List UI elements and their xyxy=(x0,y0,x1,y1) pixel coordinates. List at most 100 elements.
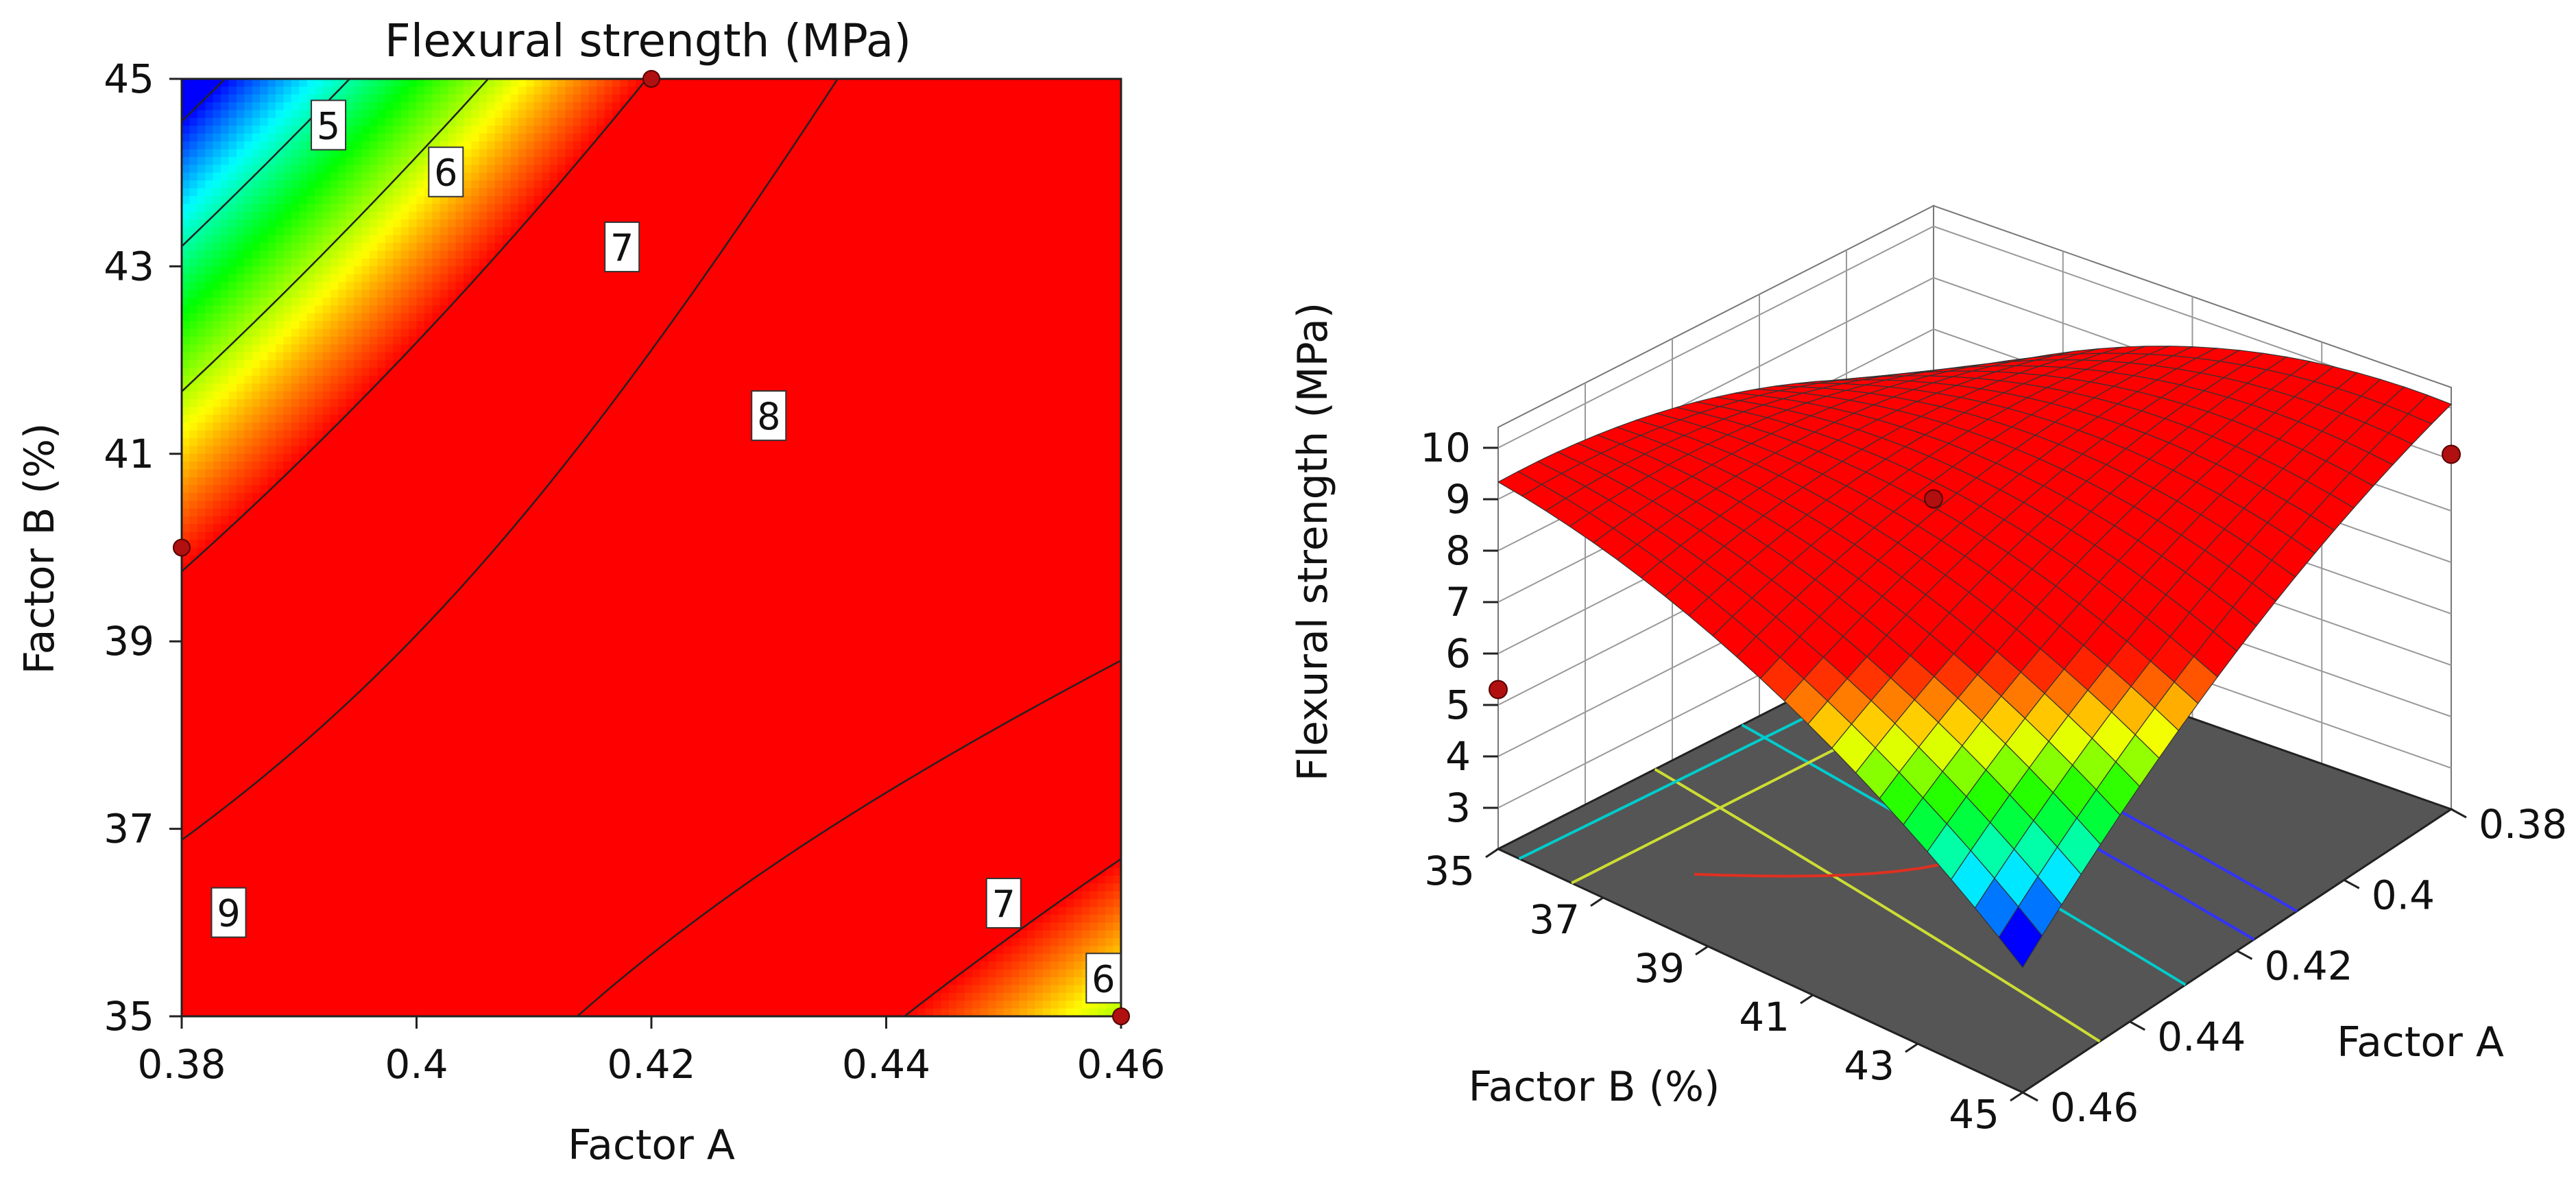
heatmap-cell xyxy=(221,828,230,837)
heatmap-cell xyxy=(276,961,285,970)
heatmap-cell xyxy=(416,79,425,88)
heatmap-cell xyxy=(260,204,269,213)
heatmap-cell xyxy=(330,336,339,346)
heatmap-cell xyxy=(432,907,441,915)
heatmap-cell xyxy=(503,336,511,346)
heatmap-cell xyxy=(221,94,230,103)
heatmap-cell xyxy=(182,188,191,197)
heatmap-cell xyxy=(455,727,464,736)
heatmap-cell xyxy=(205,172,214,181)
heatmap-cell xyxy=(182,1008,191,1016)
heatmap-cell xyxy=(252,501,261,510)
heatmap-cell xyxy=(236,305,245,314)
heatmap-cell xyxy=(400,430,409,439)
heatmap-cell xyxy=(464,727,472,736)
heatmap-cell xyxy=(213,289,221,298)
heatmap-cell xyxy=(503,571,511,579)
heatmap-cell xyxy=(448,313,457,322)
heatmap-cell xyxy=(221,274,230,283)
heatmap-cell xyxy=(354,305,363,314)
heatmap-cell xyxy=(221,789,230,798)
heatmap-cell xyxy=(299,282,308,291)
heatmap-cell xyxy=(276,94,285,103)
heatmap-cell xyxy=(346,961,354,970)
heatmap-cell xyxy=(370,656,378,666)
heatmap-cell xyxy=(377,195,386,205)
heatmap-cell xyxy=(503,313,511,322)
heatmap-cell xyxy=(432,555,441,564)
heatmap-cell xyxy=(361,672,370,681)
heatmap-cell xyxy=(377,899,386,908)
heatmap-cell xyxy=(361,110,370,119)
heatmap-cell xyxy=(330,391,339,400)
heatmap-cell xyxy=(205,813,214,822)
heatmap-cell xyxy=(487,462,496,470)
heatmap-cell xyxy=(189,430,198,439)
heatmap-cell xyxy=(346,704,354,713)
heatmap-cell xyxy=(299,938,308,947)
heatmap-cell xyxy=(471,282,480,291)
heatmap-cell xyxy=(440,250,448,259)
heatmap-cell xyxy=(197,571,206,579)
heatmap-cell xyxy=(503,165,511,173)
heatmap-cell xyxy=(385,110,394,119)
heatmap-cell xyxy=(276,305,285,314)
heatmap-cell xyxy=(487,86,496,95)
heatmap-cell xyxy=(205,469,214,478)
heatmap-cell xyxy=(283,165,292,173)
heatmap-cell xyxy=(197,141,206,150)
heatmap-cell xyxy=(197,828,206,837)
heatmap-cell xyxy=(361,586,370,595)
heatmap-cell xyxy=(228,743,237,752)
heatmap-cell xyxy=(283,235,292,244)
heatmap-cell xyxy=(370,414,378,424)
heatmap-cell xyxy=(416,860,425,869)
heatmap-cell xyxy=(432,274,441,283)
heatmap-cell xyxy=(471,743,480,752)
heatmap-cell xyxy=(448,813,457,822)
heatmap-cell xyxy=(236,665,245,673)
heatmap-cell xyxy=(464,383,472,392)
heatmap-cell xyxy=(221,235,230,244)
heatmap-cell xyxy=(228,547,237,556)
heatmap-cell xyxy=(416,688,425,697)
heatmap-cell xyxy=(244,571,253,579)
heatmap-cell xyxy=(385,289,394,298)
heatmap-cell xyxy=(409,297,418,307)
heatmap-cell xyxy=(189,782,198,791)
heatmap-cell xyxy=(494,586,503,595)
heatmap-cell xyxy=(189,758,198,767)
heatmap-cell xyxy=(252,656,261,666)
heatmap-cell xyxy=(197,501,206,510)
heatmap-cell xyxy=(409,579,418,588)
heatmap-cell xyxy=(306,665,315,673)
heatmap-cell xyxy=(385,961,394,970)
heatmap-cell xyxy=(409,117,418,127)
heatmap-cell xyxy=(385,665,394,673)
heatmap-cell xyxy=(361,727,370,736)
heatmap-cell xyxy=(267,953,276,963)
heatmap-cell xyxy=(291,360,300,369)
heatmap-cell xyxy=(189,953,198,963)
heatmap-cell xyxy=(315,727,324,736)
heatmap-cell xyxy=(189,297,198,307)
heatmap-cell xyxy=(276,86,285,95)
heatmap-cell xyxy=(228,594,237,603)
heatmap-cell xyxy=(291,946,300,955)
heatmap-cell xyxy=(306,641,315,650)
heatmap-cell xyxy=(283,867,292,876)
heatmap-cell xyxy=(464,899,472,908)
heatmap-cell xyxy=(370,446,378,455)
heatmap-cell xyxy=(361,117,370,127)
heatmap-cell xyxy=(306,469,315,478)
heatmap-cell xyxy=(228,328,237,337)
heatmap-cell xyxy=(346,195,354,205)
heatmap-cell xyxy=(291,563,300,572)
heatmap-cell xyxy=(416,695,425,705)
heatmap-cell xyxy=(416,875,425,885)
heatmap-cell xyxy=(487,750,496,759)
heatmap-cell xyxy=(283,961,292,970)
heatmap-cell xyxy=(464,805,472,814)
heatmap-cell xyxy=(276,602,285,611)
heatmap-cell xyxy=(306,352,315,361)
